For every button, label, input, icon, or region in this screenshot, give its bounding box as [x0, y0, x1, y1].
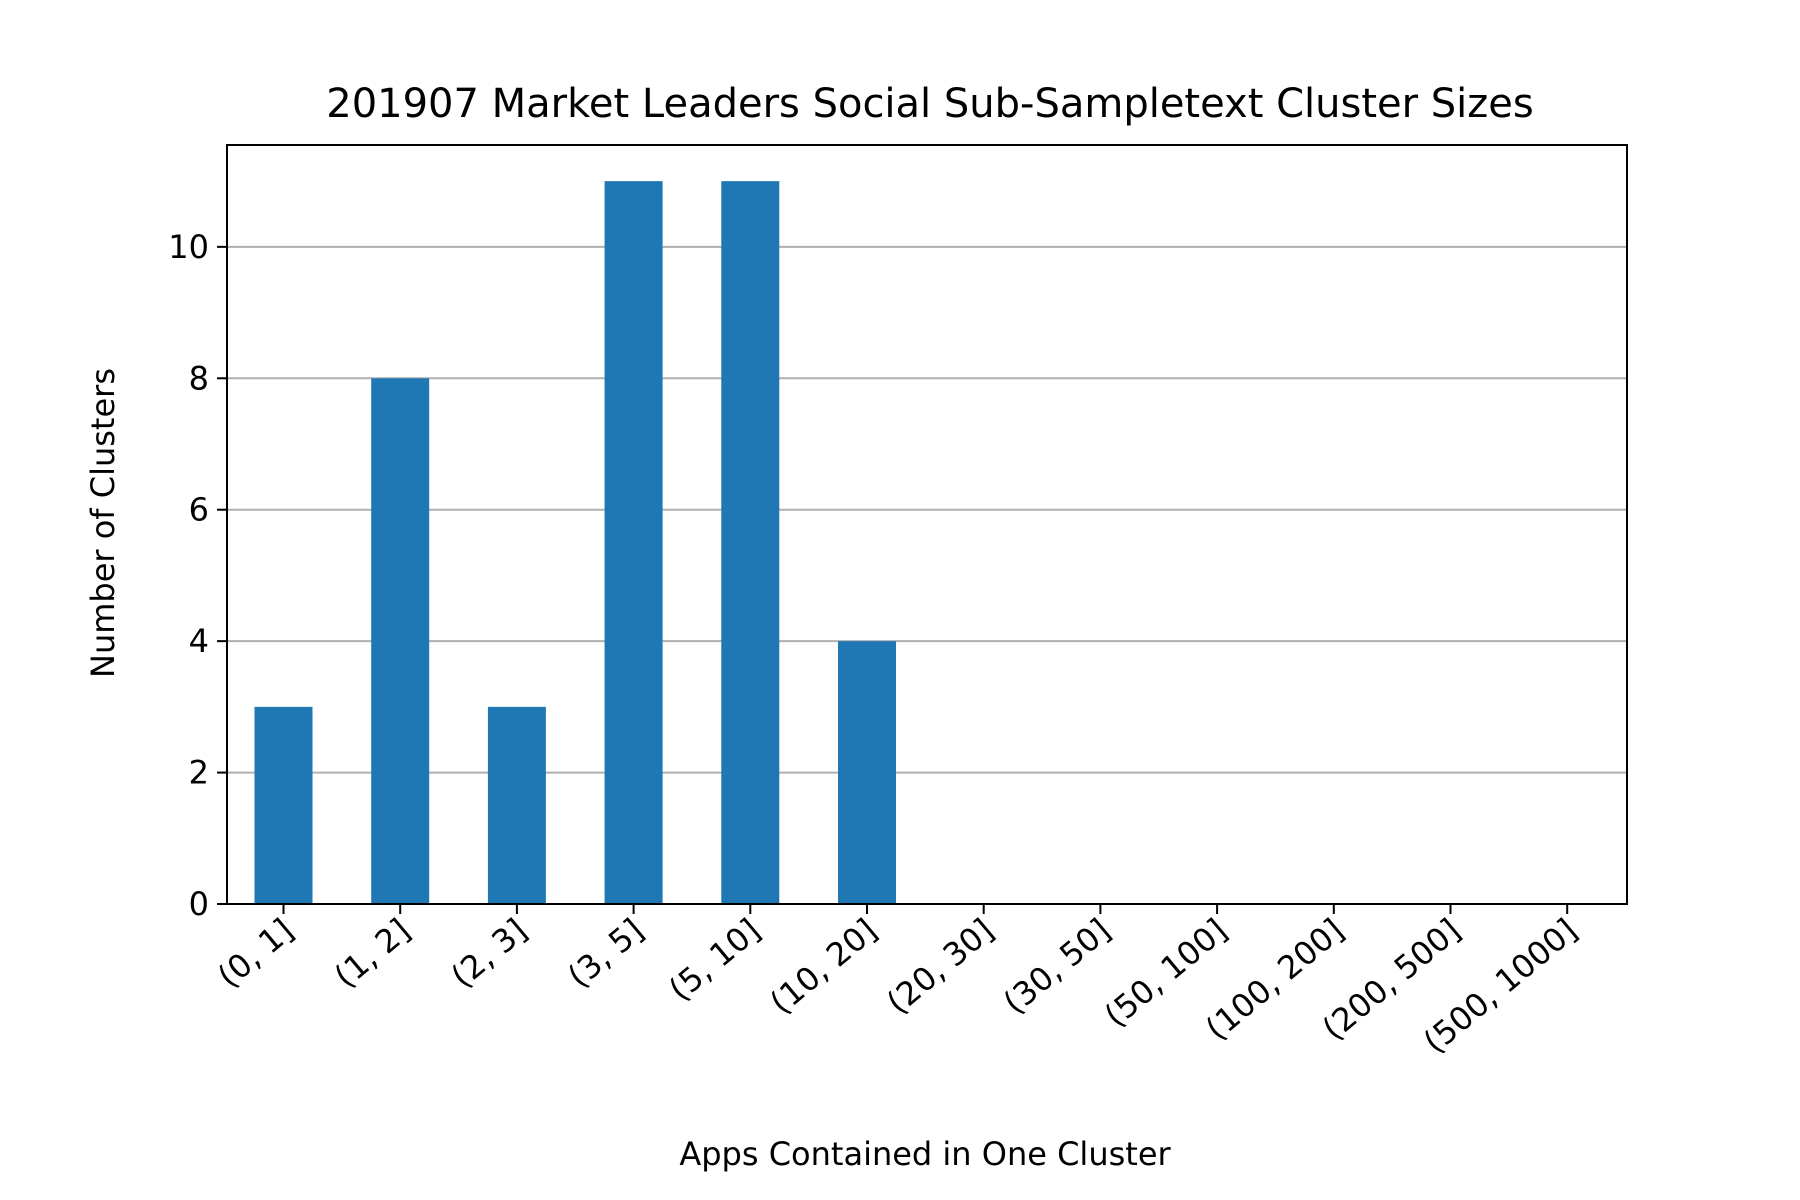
y-axis-label: Number of Clusters [84, 368, 122, 678]
y-tick-label: 2 [189, 754, 209, 792]
x-axis: (0, 1] (1, 2] (2, 3] (3, 5] (5, 10](10, 20](… [210, 904, 1584, 1061]
bar-2 [487, 706, 546, 904]
x-tick-label: (3, 5] [560, 911, 650, 995]
bar-0 [254, 706, 313, 904]
chart-title: 201907 Market Leaders Social Sub-Samplet… [326, 81, 1533, 127]
y-tick-label: 4 [189, 622, 209, 660]
y-axis: 0 2 4 6 8 10 [168, 228, 227, 923]
y-tick-label: 10 [168, 228, 209, 266]
y-tick-label: 0 [189, 885, 209, 923]
gridlines [227, 245, 1627, 774]
plot-frame [226, 144, 1628, 905]
x-axis-label: Apps Contained in One Cluster [679, 1135, 1171, 1173]
x-tick-label: (20, 30] [879, 911, 1001, 1022]
x-tick-label: (0, 1] [210, 911, 300, 995]
x-tick-label: (10, 20] [763, 911, 885, 1022]
x-tick-label: (5, 10] [662, 911, 768, 1008]
bars [254, 181, 896, 905]
bar-3 [604, 181, 663, 905]
y-tick-label: 8 [189, 359, 209, 397]
bar-1 [371, 378, 430, 904]
x-tick-label: (2, 3] [444, 911, 534, 995]
y-tick-label: 6 [189, 491, 209, 529]
bar-4 [721, 181, 780, 905]
x-tick-label: (1, 2] [327, 911, 417, 995]
bar-5 [838, 641, 896, 904]
